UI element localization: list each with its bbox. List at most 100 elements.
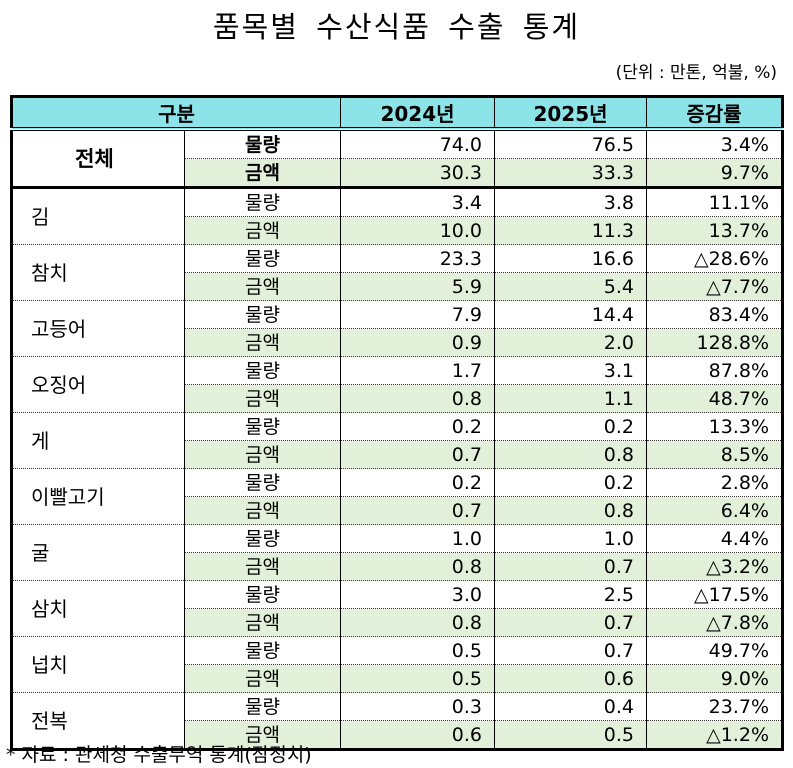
table-row: 금액 0.9 2.0 128.8%	[12, 328, 783, 357]
value-2024: 0.2	[340, 468, 495, 497]
row-kind: 물량	[184, 468, 341, 497]
value-2024: 5.9	[340, 272, 495, 301]
change-rate: 13.3%	[646, 412, 783, 441]
item-name: 오징어	[11, 356, 185, 413]
value-2025: 1.1	[494, 384, 647, 413]
value-2025: 0.7	[494, 636, 647, 665]
row-kind: 물량	[184, 692, 341, 721]
change-rate: 9.0%	[646, 664, 783, 693]
value-2025: 0.8	[494, 496, 647, 525]
header-row: 구분 2024년 2025년 증감률	[11, 96, 783, 131]
table-body: 전체 물량 74.0 76.5 3.4% 금액 30.3 33.3 9.7% 김 물량 3.4 3.8 1…	[11, 129, 783, 750]
value-2025: 0.8	[494, 440, 647, 469]
value-2025: 11.3	[494, 216, 647, 245]
table-row: 전체 물량 74.0 76.5 3.4%	[11, 129, 783, 188]
table-row: 고등어 물량 7.9 14.4 83.4%	[11, 300, 783, 357]
header-change-rate: 증감률	[646, 96, 783, 131]
value-2024: 1.0	[340, 524, 495, 553]
change-rate: 48.7%	[646, 384, 783, 413]
row-kind: 물량	[184, 244, 341, 273]
value-2024: 0.2	[340, 412, 495, 441]
value-2025: 0.2	[494, 412, 647, 441]
table-row: 금액 0.8 0.7 △7.8%	[12, 608, 783, 637]
change-rate: 23.7%	[646, 692, 783, 721]
value-2024: 1.7	[340, 356, 495, 385]
item-name: 김	[11, 186, 185, 245]
value-2025: 1.0	[494, 524, 647, 553]
export-stats-table: 구분 2024년 2025년 증감률 전체 물량 74.0 76.5 3.4% 금액 30.…	[10, 95, 784, 751]
row-kind: 금액	[184, 664, 341, 693]
header-category: 구분	[11, 96, 341, 131]
row-kind: 금액	[184, 384, 341, 413]
item-name: 참치	[11, 244, 185, 301]
value-2024: 0.3	[340, 692, 495, 721]
row-kind: 금액	[184, 720, 341, 750]
change-rate: 49.7%	[646, 636, 783, 665]
value-2024: 3.0	[340, 580, 495, 609]
row-kind: 금액	[184, 216, 341, 245]
value-2025: 0.5	[494, 720, 647, 750]
table-row: 넙치 물량 0.5 0.7 49.7%	[11, 636, 783, 693]
change-rate: 2.8%	[646, 468, 783, 497]
value-2025: 0.2	[494, 468, 647, 497]
row-kind: 물량	[184, 356, 341, 385]
change-rate: 87.8%	[646, 356, 783, 385]
value-2025: 0.7	[494, 552, 647, 581]
table-row: 금액 5.9 5.4 △7.7%	[12, 272, 783, 301]
table-row: 굴 물량 1.0 1.0 4.4%	[11, 524, 783, 581]
value-2024: 7.9	[340, 300, 495, 329]
change-rate: △28.6%	[646, 244, 783, 273]
table-row: 전복 물량 0.3 0.4 23.7%	[11, 692, 783, 750]
row-kind: 금액	[184, 496, 341, 525]
change-rate: 11.1%	[646, 186, 783, 217]
value-2024: 0.5	[340, 664, 495, 693]
table-row: 참치 물량 23.3 16.6 △28.6%	[11, 244, 783, 301]
change-rate: 128.8%	[646, 328, 783, 357]
change-rate: 9.7%	[646, 158, 783, 188]
value-2024: 0.7	[340, 440, 495, 469]
table-row: 금액 0.5 0.6 9.0%	[12, 664, 783, 693]
change-rate: △17.5%	[646, 580, 783, 609]
row-kind: 물량	[184, 129, 341, 159]
source-footnote: * 자료 : 관세청 수출무역 통계(잠정치)	[6, 744, 312, 766]
value-2024: 10.0	[340, 216, 495, 245]
table-row: 이빨고기 물량 0.2 0.2 2.8%	[11, 468, 783, 525]
value-2025: 33.3	[494, 158, 647, 188]
value-2025: 2.5	[494, 580, 647, 609]
row-kind: 금액	[184, 328, 341, 357]
table-row: 김 물량 3.4 3.8 11.1%	[11, 186, 783, 245]
row-kind: 물량	[184, 412, 341, 441]
value-2024: 0.7	[340, 496, 495, 525]
item-name: 이빨고기	[11, 468, 185, 525]
page-title: 품목별 수산식품 수출 통계	[212, 10, 581, 44]
change-rate: 13.7%	[646, 216, 783, 245]
table-row: 금액 0.7 0.8 6.4%	[12, 496, 783, 525]
value-2024: 74.0	[340, 129, 495, 159]
value-2025: 14.4	[494, 300, 647, 329]
row-kind: 금액	[184, 158, 341, 188]
header-2025: 2025년	[494, 96, 647, 131]
value-2024: 0.9	[340, 328, 495, 357]
value-2025: 0.6	[494, 664, 647, 693]
value-2025: 3.1	[494, 356, 647, 385]
value-2024: 0.8	[340, 384, 495, 413]
value-2024: 0.6	[340, 720, 495, 750]
value-2024: 23.3	[340, 244, 495, 273]
change-rate: △7.8%	[646, 608, 783, 637]
change-rate: 83.4%	[646, 300, 783, 329]
change-rate: 3.4%	[646, 129, 783, 159]
value-2025: 16.6	[494, 244, 647, 273]
value-2025: 0.7	[494, 608, 647, 637]
table-row: 게 물량 0.2 0.2 13.3%	[11, 412, 783, 469]
value-2024: 0.5	[340, 636, 495, 665]
change-rate: △3.2%	[646, 552, 783, 581]
unit-note: (단위 : 만톤, 억불, %)	[615, 63, 777, 83]
row-kind: 금액	[184, 272, 341, 301]
row-kind: 물량	[184, 580, 341, 609]
row-kind: 금액	[184, 440, 341, 469]
item-name: 고등어	[11, 300, 185, 357]
change-rate: 4.4%	[646, 524, 783, 553]
table-row: 금액 10.0 11.3 13.7%	[12, 216, 783, 245]
change-rate: 6.4%	[646, 496, 783, 525]
change-rate: △1.2%	[646, 720, 783, 750]
